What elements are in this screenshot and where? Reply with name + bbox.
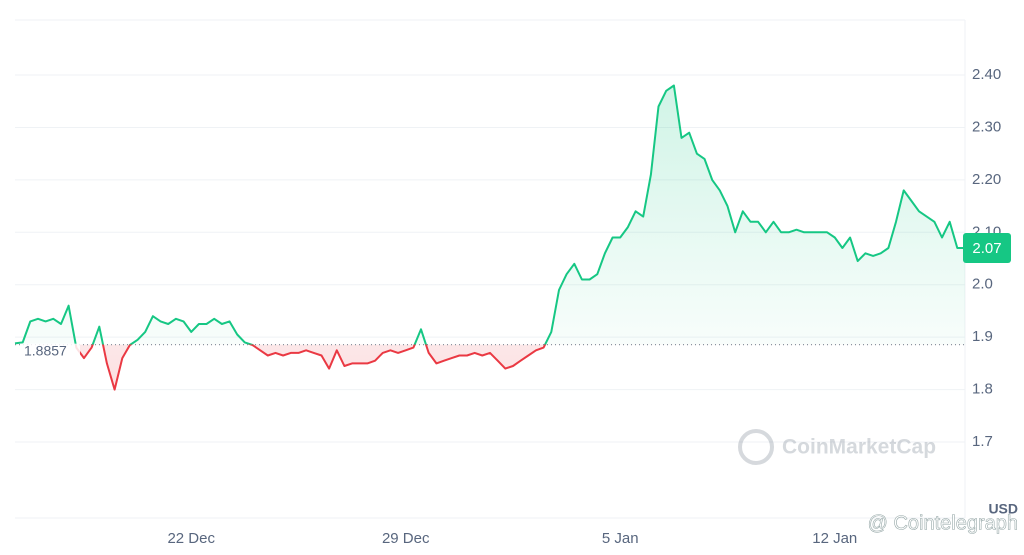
x-tick-label: 12 Jan [812,530,857,547]
current-price-badge [963,233,1011,264]
y-tick-label: 2.40 [972,66,1001,83]
currency-label: USD [988,501,1018,517]
watermark-text: CoinMarketCap [782,436,936,459]
price-area [15,85,965,390]
y-tick-label: 2.20 [972,171,1001,188]
baseline-label-bg [20,343,80,360]
x-tick-label: 29 Dec [382,530,430,547]
watermark: CoinMarketCap [738,429,936,465]
current-price-label: 2.07 [972,240,1001,257]
y-tick-label: 2.30 [972,118,1001,135]
price-line [14,84,965,391]
source-watermark: @ Cointelegraph [868,512,1018,534]
x-tick-label: 22 Dec [167,530,215,547]
y-tick-label: 2.0 [972,276,993,293]
y-tick-label: 1.9 [972,328,993,345]
y-tick-label: 1.8 [972,381,993,398]
plot: 1.8857 2.07 [14,84,1011,391]
baseline-label: 1.8857 [24,342,67,358]
watermark-logo [738,429,774,465]
x-tick-label: 5 Jan [602,530,639,547]
y-tick-label: 1.7 [972,433,993,450]
